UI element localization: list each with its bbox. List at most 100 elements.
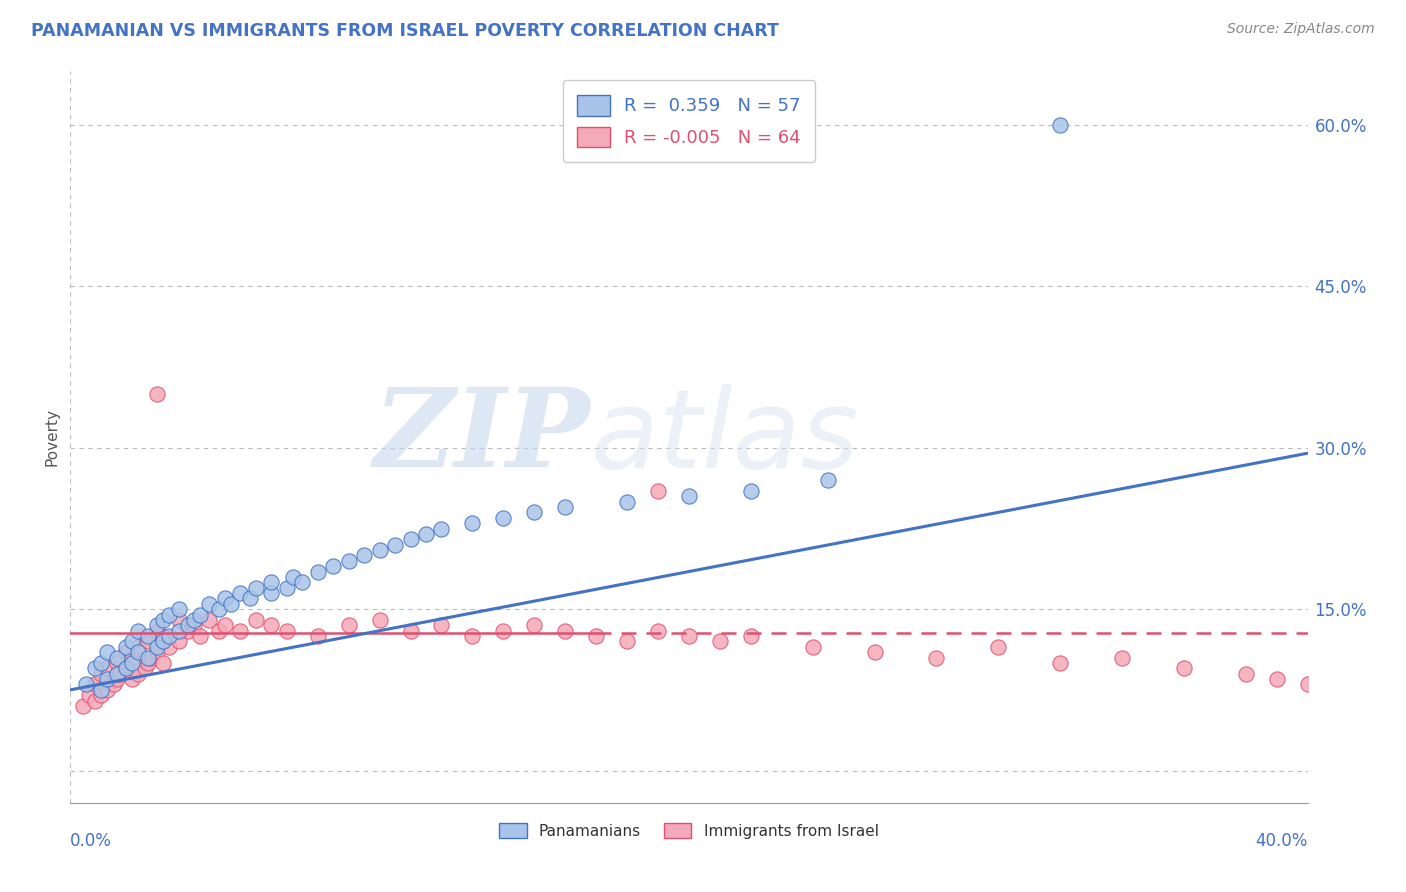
Point [177, 618, 200, 632]
Point [616, 634, 638, 648]
Point [134, 661, 156, 675]
Point [322, 559, 344, 574]
Point [105, 672, 128, 686]
Point [121, 656, 143, 670]
Point [136, 634, 159, 648]
Point [84, 661, 107, 675]
Point [121, 634, 143, 648]
Point [146, 387, 169, 401]
Point [103, 677, 125, 691]
Point [276, 624, 298, 638]
Point [208, 602, 231, 616]
Point [208, 624, 231, 638]
Point [152, 629, 174, 643]
Point [863, 645, 886, 659]
Point [384, 538, 406, 552]
Point [127, 666, 149, 681]
Point [77, 688, 100, 702]
Point [157, 629, 180, 643]
Point [678, 629, 700, 643]
Point [461, 629, 484, 643]
Point [214, 591, 236, 606]
Point [105, 666, 128, 681]
Point [115, 661, 138, 675]
Point [554, 624, 576, 638]
Point [90, 666, 112, 681]
Text: ZIP: ZIP [374, 384, 591, 491]
Point [108, 666, 131, 681]
Point [96, 682, 118, 697]
Point [188, 607, 211, 622]
Point [291, 575, 314, 590]
Point [353, 549, 375, 563]
Point [96, 672, 118, 686]
Point [152, 634, 174, 648]
Point [115, 661, 138, 675]
Point [647, 624, 669, 638]
Point [127, 645, 149, 659]
Point [105, 650, 128, 665]
Point [987, 640, 1010, 654]
Text: 0.0%: 0.0% [70, 832, 112, 850]
Point [276, 581, 298, 595]
Point [1049, 118, 1071, 132]
Y-axis label: Poverty: Poverty [44, 408, 59, 467]
Point [167, 613, 190, 627]
Point [678, 489, 700, 503]
Point [157, 607, 180, 622]
Point [115, 645, 138, 659]
Point [281, 570, 304, 584]
Point [177, 624, 200, 638]
Point [167, 602, 190, 616]
Point [260, 575, 283, 590]
Text: Source: ZipAtlas.com: Source: ZipAtlas.com [1227, 22, 1375, 37]
Point [90, 682, 112, 697]
Point [84, 693, 107, 707]
Point [817, 473, 839, 487]
Point [96, 645, 118, 659]
Point [188, 629, 211, 643]
Point [307, 565, 329, 579]
Point [75, 677, 97, 691]
Point [121, 672, 143, 686]
Point [368, 543, 391, 558]
Point [1265, 672, 1288, 686]
Point [183, 613, 205, 627]
Point [72, 698, 94, 713]
Point [1173, 661, 1195, 675]
Point [214, 618, 236, 632]
Point [146, 624, 169, 638]
Point [245, 581, 267, 595]
Point [801, 640, 824, 654]
Point [136, 629, 159, 643]
Point [1234, 666, 1257, 681]
Point [84, 677, 107, 691]
Point [152, 656, 174, 670]
Point [229, 624, 252, 638]
Point [1111, 650, 1133, 665]
Point [152, 613, 174, 627]
Point [127, 624, 149, 638]
Point [157, 640, 180, 654]
Point [523, 505, 546, 519]
Point [585, 629, 607, 643]
Text: PANAMANIAN VS IMMIGRANTS FROM ISRAEL POVERTY CORRELATION CHART: PANAMANIAN VS IMMIGRANTS FROM ISRAEL POV… [31, 22, 779, 40]
Point [368, 613, 391, 627]
Point [1296, 677, 1319, 691]
Point [146, 645, 169, 659]
Point [136, 656, 159, 670]
Point [399, 533, 422, 547]
Point [461, 516, 484, 530]
Point [229, 586, 252, 600]
Point [198, 613, 221, 627]
Point [146, 618, 169, 632]
Point [307, 629, 329, 643]
Point [337, 554, 360, 568]
Point [337, 618, 360, 632]
Point [415, 527, 437, 541]
Point [399, 624, 422, 638]
Point [219, 597, 242, 611]
Point [554, 500, 576, 514]
Point [1049, 656, 1071, 670]
Point [121, 650, 143, 665]
